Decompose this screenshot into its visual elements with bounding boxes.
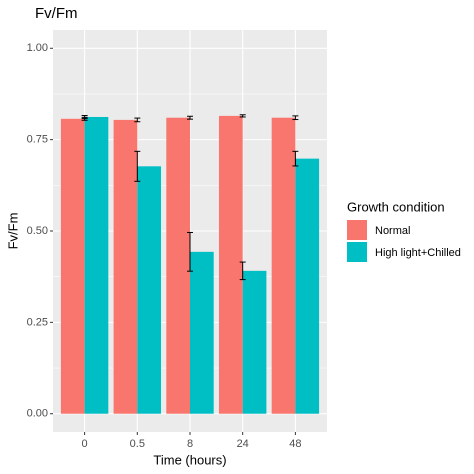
error-bar xyxy=(239,114,246,118)
bar xyxy=(84,116,109,414)
error-bar xyxy=(81,115,88,119)
legend-swatch xyxy=(347,242,367,262)
bar xyxy=(113,119,138,414)
legend-title: Growth condition xyxy=(347,199,445,214)
error-bar xyxy=(292,115,299,121)
legend-label: Normal xyxy=(375,225,410,237)
bar xyxy=(271,117,296,414)
bar xyxy=(190,251,214,414)
error-bar xyxy=(187,115,193,120)
error-bar xyxy=(134,117,141,123)
error-bar xyxy=(239,261,246,281)
x-tick-label: 48 xyxy=(289,438,301,450)
x-tick-label: 8 xyxy=(187,438,193,450)
x-axis-label: Time (hours) xyxy=(153,452,226,467)
bar xyxy=(295,158,320,414)
y-tick-label: 0.00 xyxy=(27,408,48,420)
y-axis-label: Fv/Fm xyxy=(5,213,20,250)
legend-swatch xyxy=(347,220,367,240)
y-tick-label: 0.75 xyxy=(27,134,48,146)
bar xyxy=(137,166,162,414)
chart-title: Fv/Fm xyxy=(35,5,78,22)
y-tick-label: 1.00 xyxy=(27,42,48,54)
bar xyxy=(166,117,190,414)
legend-label: High light+Chilled xyxy=(375,247,461,259)
bar xyxy=(60,118,85,414)
error-bar xyxy=(292,150,299,167)
bar xyxy=(242,270,267,414)
x-tick-label: 0 xyxy=(82,438,88,450)
y-tick-label: 0.25 xyxy=(27,316,48,328)
x-tick-label: 24 xyxy=(237,438,249,450)
error-bar xyxy=(134,150,141,182)
bar xyxy=(218,115,243,414)
x-tick-label: 0.5 xyxy=(130,438,145,450)
y-tick-label: 0.50 xyxy=(27,225,48,237)
error-bar xyxy=(187,231,193,272)
